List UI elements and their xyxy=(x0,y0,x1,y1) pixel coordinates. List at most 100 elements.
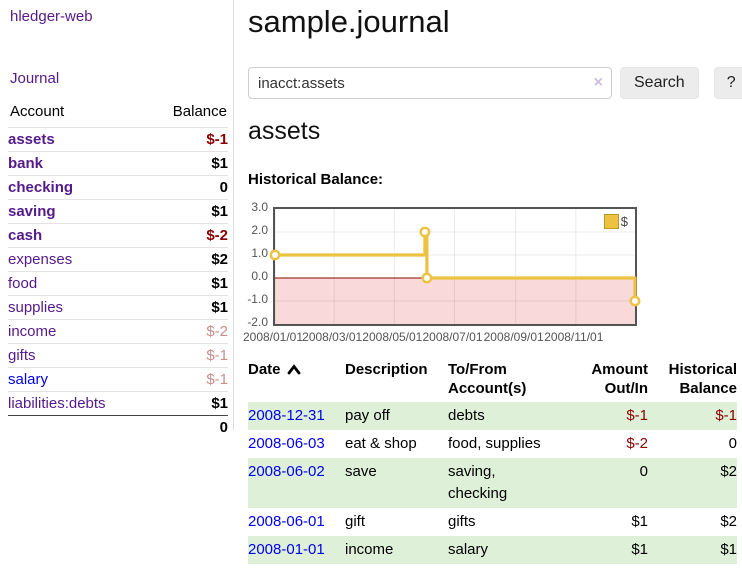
y-axis-tick-label: -2.0 xyxy=(247,315,268,329)
register-amount-cell: $1 xyxy=(631,513,648,530)
sidebar-account-balance: $1 xyxy=(211,155,228,172)
y-axis-tick-label: 3.0 xyxy=(251,200,268,214)
chart-plot-area: $ xyxy=(269,207,641,326)
sidebar-account-link[interactable]: expenses xyxy=(8,251,73,268)
sidebar-account-link[interactable]: cash xyxy=(8,227,43,244)
chart-canvas xyxy=(269,209,641,324)
sidebar-account-cell: bank xyxy=(8,152,147,176)
sidebar-account-row: saving $1 xyxy=(8,199,228,224)
register-date-link[interactable]: 2008-06-01 xyxy=(248,513,325,530)
register-description-cell: gift xyxy=(345,513,366,530)
search-input-wrapper: × xyxy=(248,67,612,99)
sidebar-account-balance: $2 xyxy=(211,251,228,268)
register-table: Date Description To/From Account(s) Amou… xyxy=(248,358,737,564)
sidebar-account-row: expenses $2 xyxy=(8,247,228,272)
sidebar-account-cell: supplies xyxy=(8,296,147,320)
sidebar-account-link[interactable]: gifts xyxy=(8,347,36,364)
sidebar-account-balance: $-1 xyxy=(206,371,228,388)
sidebar-total-row: 0 xyxy=(8,415,228,439)
register-date-link[interactable]: 2008-06-03 xyxy=(248,435,325,452)
sidebar-account-balance: $1 xyxy=(211,395,228,412)
historical-balance-chart: $ 3.0 2.0 1.0 0.0 -1.0 -2.0 2008/01/01 2008/03/… xyxy=(240,199,710,347)
sidebar-account-link[interactable]: supplies xyxy=(8,299,64,316)
sidebar-account-row: assets $-1 xyxy=(8,127,228,152)
app-title-link[interactable]: hledger-web xyxy=(10,8,93,25)
register-accounts-cell: salary xyxy=(448,541,489,558)
sidebar-accounts-header-row: Account Balance xyxy=(8,100,228,128)
sidebar-item-journal[interactable]: Journal xyxy=(10,70,60,87)
sidebar-account-cell: cash xyxy=(8,224,147,248)
sidebar-account-cell: assets xyxy=(8,128,147,152)
sidebar-accounts-table: Account Balance assets $-1 bank $1 checking 0… xyxy=(8,100,228,439)
register-balance-cell: $1 xyxy=(720,541,737,558)
sidebar-account-cell: saving xyxy=(8,200,147,224)
accounts-header-balance: Balance xyxy=(172,103,227,120)
register-row: 2008-06-02 save saving, checking 0 $2 xyxy=(248,458,737,508)
sidebar-account-link[interactable]: food xyxy=(8,275,38,292)
sidebar-total-spacer xyxy=(8,415,147,439)
register-row: 2008-12-31 pay off debts $-1 $-1 xyxy=(248,402,737,430)
sidebar-account-link[interactable]: checking xyxy=(8,179,74,196)
register-date-cell: 2008-06-02 xyxy=(248,458,345,508)
sidebar-account-cell: gifts xyxy=(8,344,147,368)
register-date-cell: 2008-06-03 xyxy=(248,430,345,458)
register-date-cell: 2008-12-31 xyxy=(248,402,345,430)
sidebar-account-link[interactable]: income xyxy=(8,323,57,340)
sidebar-account-balance: $-1 xyxy=(206,347,228,364)
register-header-amount: Amount Out/In xyxy=(591,361,648,397)
register-accounts-cell: gifts xyxy=(448,513,476,530)
clear-search-icon[interactable]: × xyxy=(593,74,603,91)
register-date-cell: 2008-01-01 xyxy=(248,536,345,564)
x-axis-tick-label: 2008/03/01 xyxy=(302,330,363,344)
sidebar-account-cell: salary xyxy=(8,368,147,392)
sidebar-account-link[interactable]: saving xyxy=(8,203,56,220)
sidebar-account-row: gifts $-1 xyxy=(8,343,228,368)
register-date-cell: 2008-06-01 xyxy=(248,508,345,536)
y-axis-tick-label: 1.0 xyxy=(251,246,268,260)
register-amount-cell: $-2 xyxy=(626,435,648,452)
sidebar-account-row: cash $-2 xyxy=(8,223,228,248)
register-header-description: Description xyxy=(345,361,428,378)
sidebar-account-link[interactable]: salary xyxy=(8,371,49,388)
register-balance-cell: $-1 xyxy=(715,407,737,424)
sidebar-account-row: supplies $1 xyxy=(8,295,228,320)
register-date-link[interactable]: 2008-06-02 xyxy=(248,463,325,480)
search-button[interactable]: Search xyxy=(620,67,699,99)
legend-series-swatch xyxy=(603,214,619,229)
search-form: × Search ? xyxy=(248,67,742,99)
register-amount-cell: $1 xyxy=(631,541,648,558)
register-row: 2008-06-01 gift gifts $1 $2 xyxy=(248,508,737,536)
help-button[interactable]: ? xyxy=(713,67,742,99)
sidebar-accounts-body: assets $-1 bank $1 checking 0 saving $1 cash $-2 e… xyxy=(8,127,228,416)
sidebar-account-cell: checking xyxy=(8,176,147,200)
search-input[interactable] xyxy=(248,67,612,99)
chart-title: Historical Balance: xyxy=(248,171,384,188)
sidebar-account-link[interactable]: liabilities:debts xyxy=(8,395,106,412)
register-description-cell: save xyxy=(345,463,377,480)
legend-series-label: $ xyxy=(620,214,628,229)
register-row: 2008-06-03 eat & shop food, supplies $-2 0 xyxy=(248,430,737,458)
register-accounts-cell: food, supplies xyxy=(448,435,541,452)
sidebar-account-row: income $-2 xyxy=(8,319,228,344)
account-heading: assets xyxy=(248,117,321,145)
sidebar: hledger-web Journal Account Balance asse… xyxy=(0,0,234,439)
sidebar-account-cell: food xyxy=(8,272,147,296)
register-header-row: Date Description To/From Account(s) Amou… xyxy=(248,358,737,402)
sidebar-account-cell: liabilities:debts xyxy=(8,392,147,416)
register-body: 2008-12-31 pay off debts $-1 $-1 2008-06-03 ea… xyxy=(248,402,737,564)
sidebar-account-link[interactable]: bank xyxy=(8,155,44,172)
register-date-link[interactable]: 2008-01-01 xyxy=(248,541,325,558)
sidebar-account-row: checking 0 xyxy=(8,175,228,200)
register-balance-cell: $2 xyxy=(720,513,737,530)
register-balance-cell: $2 xyxy=(720,463,737,480)
register-header-date-label: Date xyxy=(248,361,281,378)
register-date-link[interactable]: 2008-12-31 xyxy=(248,407,325,424)
y-axis-tick-label: -1.0 xyxy=(247,292,268,306)
accounts-header-account: Account xyxy=(10,103,65,120)
x-axis-tick-label: 2008/11/01 xyxy=(544,330,604,344)
sidebar-account-link[interactable]: assets xyxy=(8,131,55,148)
sidebar-account-cell: expenses xyxy=(8,248,147,272)
register-header-date[interactable]: Date xyxy=(248,358,345,402)
sidebar-account-balance: $-2 xyxy=(206,323,228,340)
register-description-cell: pay off xyxy=(345,407,390,424)
